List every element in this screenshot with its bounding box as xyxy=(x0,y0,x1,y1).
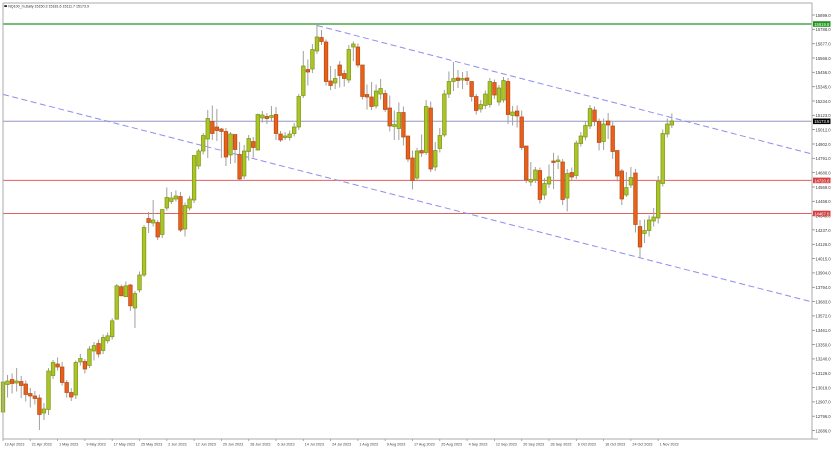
svg-text:14458.0: 14458.0 xyxy=(816,199,832,204)
svg-text:14015.0: 14015.0 xyxy=(816,256,832,261)
svg-text:6 Oct 2023: 6 Oct 2023 xyxy=(578,443,596,447)
svg-text:1 May 2023: 1 May 2023 xyxy=(59,443,78,447)
svg-text:13572.0: 13572.0 xyxy=(816,314,832,319)
svg-text:9 Aug 2023: 9 Aug 2023 xyxy=(387,443,406,447)
svg-text:15919.8: 15919.8 xyxy=(814,22,830,27)
svg-text:13 Apr 2023: 13 Apr 2023 xyxy=(5,443,25,447)
svg-text:14126.0: 14126.0 xyxy=(816,242,832,247)
svg-text:15456.0: 15456.0 xyxy=(816,70,832,75)
svg-text:12907.0: 12907.0 xyxy=(816,400,832,405)
svg-text:13129.0: 13129.0 xyxy=(816,371,832,376)
svg-text:25 Aug 2023: 25 Aug 2023 xyxy=(441,443,462,447)
svg-text:13683.0: 13683.0 xyxy=(816,299,832,304)
svg-text:9 May 2023: 9 May 2023 xyxy=(86,443,105,447)
svg-text:25 May 2023: 25 May 2023 xyxy=(141,443,162,447)
svg-text:12686.0: 12686.0 xyxy=(816,428,832,433)
svg-text:15123.0: 15123.0 xyxy=(816,113,832,118)
svg-text:14902.0: 14902.0 xyxy=(816,142,832,147)
svg-text:14720.0: 14720.0 xyxy=(814,178,830,183)
svg-text:14 Jul 2023: 14 Jul 2023 xyxy=(305,443,324,447)
svg-text:21 Apr 2023: 21 Apr 2023 xyxy=(32,443,52,447)
svg-text:12 Jun 2023: 12 Jun 2023 xyxy=(196,443,216,447)
svg-text:6 Jul 2023: 6 Jul 2023 xyxy=(278,443,295,447)
svg-text:24 Jul 2023: 24 Jul 2023 xyxy=(332,443,351,447)
svg-text:15345.0: 15345.0 xyxy=(816,85,832,90)
svg-text:NQ100_m,Daily 15150.3 15181.6: NQ100_m,Daily 15150.3 15181.6 15111.7 15… xyxy=(8,5,89,9)
svg-text:1 Aug 2023: 1 Aug 2023 xyxy=(359,443,378,447)
svg-text:14467.0: 14467.0 xyxy=(814,211,830,216)
svg-text:15566.0: 15566.0 xyxy=(816,56,832,61)
svg-text:1 Nov 2023: 1 Nov 2023 xyxy=(660,443,679,447)
svg-text:15012.0: 15012.0 xyxy=(816,127,832,132)
svg-text:13904.0: 13904.0 xyxy=(816,271,832,276)
svg-text:17 Aug 2023: 17 Aug 2023 xyxy=(414,443,435,447)
svg-text:13018.0: 13018.0 xyxy=(816,385,832,390)
svg-text:15234.0: 15234.0 xyxy=(816,99,832,104)
svg-text:14569.0: 14569.0 xyxy=(816,185,832,190)
svg-text:28 Jun 2023: 28 Jun 2023 xyxy=(250,443,270,447)
svg-text:13350.0: 13350.0 xyxy=(816,342,832,347)
svg-text:15173.9: 15173.9 xyxy=(814,119,830,124)
svg-text:15899.0: 15899.0 xyxy=(816,13,832,18)
svg-text:15677.0: 15677.0 xyxy=(816,42,832,47)
svg-text:13461.0: 13461.0 xyxy=(816,328,832,333)
svg-text:14791.0: 14791.0 xyxy=(816,156,832,161)
svg-text:17 May 2023: 17 May 2023 xyxy=(114,443,135,447)
svg-text:20 Sep 2023: 20 Sep 2023 xyxy=(523,443,544,447)
svg-text:13240.0: 13240.0 xyxy=(816,357,832,362)
svg-text:14237.0: 14237.0 xyxy=(816,228,832,233)
svg-text:13794.0: 13794.0 xyxy=(816,285,832,290)
svg-text:14680.0: 14680.0 xyxy=(816,170,832,175)
svg-text:2 Jun 2023: 2 Jun 2023 xyxy=(168,443,186,447)
svg-text:24 Oct 2023: 24 Oct 2023 xyxy=(632,443,652,447)
svg-text:20 Jun 2023: 20 Jun 2023 xyxy=(223,443,243,447)
svg-text:4 Sep 2023: 4 Sep 2023 xyxy=(469,443,488,447)
svg-text:12 Sep 2023: 12 Sep 2023 xyxy=(496,443,517,447)
svg-text:16 Oct 2023: 16 Oct 2023 xyxy=(605,443,625,447)
svg-text:28 Sep 2023: 28 Sep 2023 xyxy=(551,443,572,447)
svg-text:12796.0: 12796.0 xyxy=(816,414,832,419)
svg-text:15788.0: 15788.0 xyxy=(816,27,832,32)
